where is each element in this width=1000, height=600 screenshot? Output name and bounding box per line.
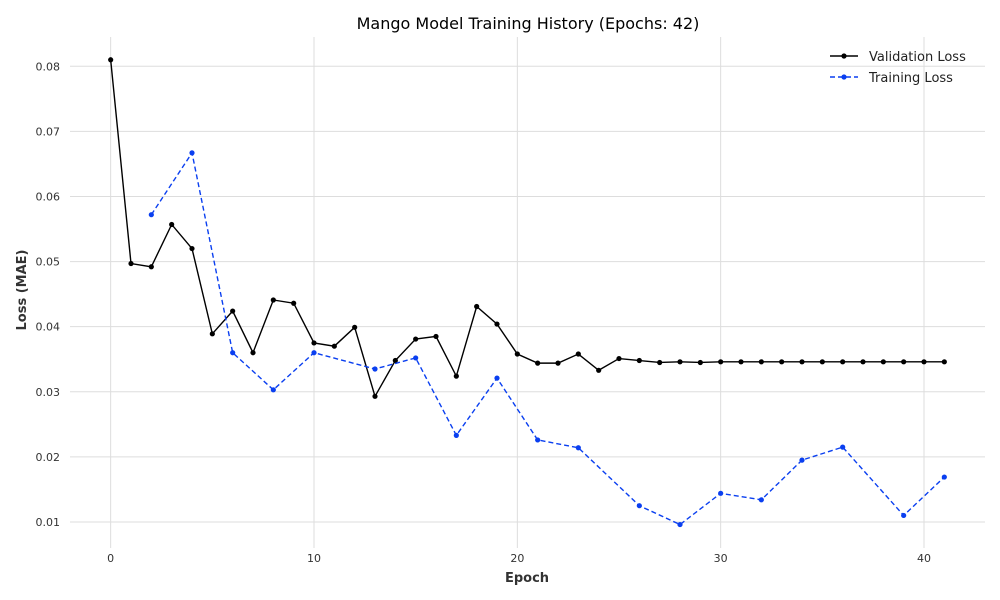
x-tick-label: 20 [510, 552, 524, 565]
legend-training-loss-marker [841, 74, 847, 80]
training-loss-point [494, 375, 500, 381]
y-axis-label: Loss (MAE) [15, 250, 30, 331]
validation-loss-point [433, 333, 439, 340]
validation-loss-point [758, 359, 764, 365]
validation-loss-point [596, 367, 602, 373]
validation-loss-point [575, 351, 581, 357]
legend-validation-loss-label: Validation Loss [869, 50, 966, 65]
validation-loss-point [535, 360, 541, 366]
validation-loss-point [331, 343, 337, 349]
validation-loss-point [616, 355, 622, 362]
validation-loss-point [250, 350, 256, 356]
validation-loss-point [311, 340, 317, 346]
validation-loss-point [860, 359, 866, 365]
validation-loss-point [352, 324, 358, 330]
validation-loss-point [108, 57, 114, 63]
legend: Validation Loss Training Loss [830, 50, 966, 86]
validation-loss-point [555, 360, 561, 366]
training-loss-point [901, 512, 907, 519]
validation-loss-point [840, 359, 846, 365]
legend-validation-loss-marker [841, 53, 847, 59]
grid [70, 37, 985, 548]
training-loss-line [150, 151, 945, 526]
y-tick-label: 0.07 [36, 125, 61, 138]
validation-loss-point [230, 308, 236, 314]
training-loss-point [453, 432, 459, 438]
training-loss-point [636, 503, 642, 509]
validation-loss-point [677, 359, 683, 365]
validation-loss-point [128, 260, 134, 267]
validation-loss-point [291, 300, 297, 306]
y-tick-label: 0.02 [36, 451, 61, 464]
x-tick-label: 40 [917, 552, 931, 565]
validation-loss-point [148, 264, 154, 270]
training-loss-point [372, 366, 378, 372]
y-tick-label: 0.03 [36, 386, 61, 399]
validation-loss-point [372, 393, 378, 399]
validation-loss-point [880, 359, 886, 365]
validation-loss-point [413, 336, 419, 342]
validation-loss-point [901, 359, 907, 365]
x-tick-label: 0 [107, 552, 114, 565]
training-loss-point [758, 497, 764, 503]
training-loss-point [413, 355, 419, 361]
validation-loss-point [270, 297, 276, 303]
x-axis-label: Epoch [505, 571, 549, 586]
x-tick-labels: 0 10 20 30 40 [107, 552, 931, 565]
validation-loss-point [718, 359, 724, 365]
validation-loss-point [169, 221, 175, 228]
validation-loss-point [494, 321, 500, 327]
validation-loss-point [392, 357, 398, 364]
validation-loss-point [941, 359, 947, 365]
validation-loss-point [636, 357, 642, 364]
validation-loss-point [474, 303, 480, 310]
validation-loss-point [514, 351, 520, 357]
validation-loss-point [738, 359, 744, 365]
y-tick-label: 0.08 [36, 60, 61, 73]
training-loss-point [941, 474, 947, 480]
validation-loss-point [697, 359, 703, 366]
training-loss-point [718, 490, 724, 496]
y-tick-label: 0.06 [36, 190, 61, 203]
validation-loss-line [109, 59, 945, 399]
training-loss-point [311, 350, 317, 356]
y-tick-label: 0.05 [36, 256, 61, 269]
validation-loss-point [189, 245, 195, 252]
validation-loss-point [921, 359, 927, 365]
legend-training-loss-label: Training Loss [868, 71, 953, 86]
training-loss-point [840, 444, 846, 450]
validation-loss-point [819, 359, 825, 365]
validation-loss-point [657, 359, 663, 366]
training-loss-point [799, 457, 805, 463]
chart-title: Mango Model Training History (Epochs: 42… [357, 14, 700, 33]
y-tick-label: 0.01 [36, 516, 61, 529]
x-tick-label: 30 [714, 552, 728, 565]
training-loss-point [677, 521, 683, 528]
x-tick-label: 10 [307, 552, 321, 565]
y-tick-labels: 0.01 0.02 0.03 0.04 0.05 0.06 0.07 0.08 [36, 60, 61, 529]
training-loss-point [189, 150, 195, 156]
series-group [108, 57, 947, 528]
y-tick-label: 0.04 [36, 321, 61, 334]
training-loss-point [535, 437, 541, 443]
validation-loss-point [779, 359, 785, 365]
training-loss-point [230, 350, 236, 356]
validation-loss-point [799, 359, 805, 365]
validation-loss-point [453, 373, 459, 379]
validation-loss-point [209, 331, 215, 337]
training-loss-point [148, 212, 154, 218]
training-loss-point [270, 387, 276, 393]
training-loss-point [575, 445, 581, 451]
